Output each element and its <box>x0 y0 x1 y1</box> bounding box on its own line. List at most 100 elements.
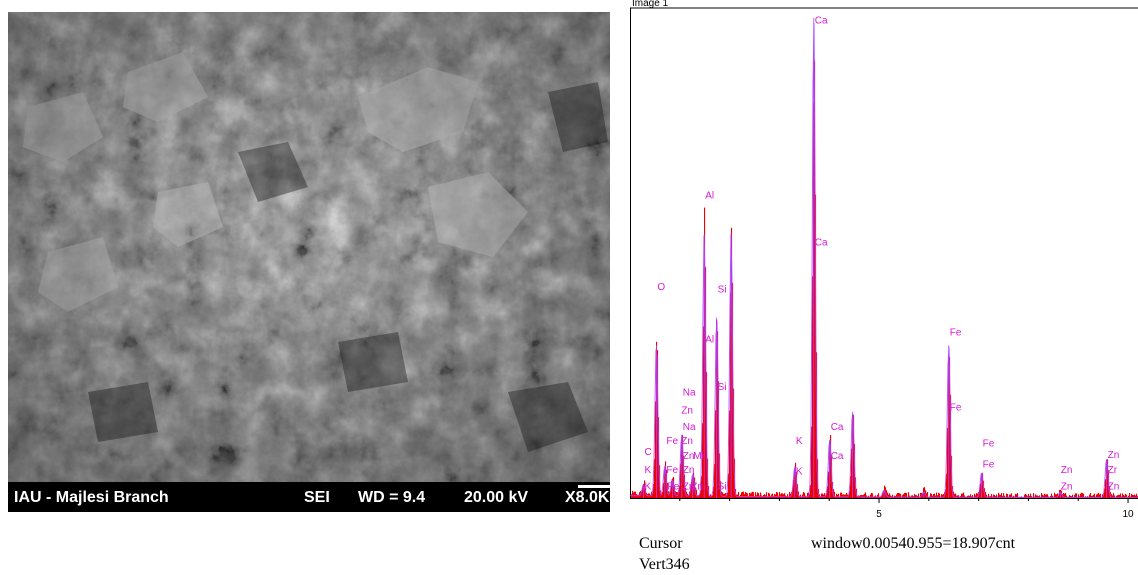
spectrum-bar <box>968 495 970 498</box>
spectrum-bar <box>1090 492 1092 498</box>
spectrum-bar <box>830 435 832 498</box>
element-label: Na <box>683 422 696 433</box>
spectrum-bar <box>826 493 828 498</box>
spectrum-bar <box>751 492 753 498</box>
spectrum-bar <box>717 331 719 498</box>
spectrum-bar <box>1076 493 1078 498</box>
spectrum-bar <box>881 496 883 498</box>
spectrum-bar <box>654 459 656 498</box>
spectrum-bar <box>729 410 731 498</box>
spectrum-bar <box>1045 494 1047 498</box>
spectrum-bar <box>934 493 936 498</box>
spectrum-bar <box>1069 494 1071 498</box>
element-label: Fe <box>667 482 679 493</box>
spectrum-bar <box>779 492 781 498</box>
spectrum-bar <box>1059 489 1061 498</box>
spectrum-bar <box>1036 495 1038 498</box>
spectrum-bar <box>1097 493 1099 498</box>
sem-kv-label: 20.00 kV <box>464 489 529 506</box>
spectrum-bar <box>1063 492 1065 498</box>
spectrum-bar <box>827 486 829 498</box>
spectrum-bar <box>933 494 935 498</box>
element-label: K <box>796 466 803 477</box>
spectrum-bar <box>1134 494 1136 498</box>
spectrum-bar <box>1056 494 1058 498</box>
element-label: Zn <box>683 465 695 476</box>
spectrum-bar <box>946 473 948 498</box>
spectrum-bar <box>738 491 740 498</box>
spectrum-bar <box>985 491 987 498</box>
spectrum-bar <box>712 495 714 498</box>
spectrum-bar <box>731 227 733 498</box>
spectrum-bar <box>1091 495 1093 498</box>
spectrum-bar <box>889 493 891 498</box>
element-label: C <box>644 447 651 458</box>
spectrum-bar <box>822 493 824 498</box>
spectrum-bar <box>741 492 743 498</box>
element-label: Zr <box>1108 465 1118 476</box>
spectrum-bar <box>920 492 922 498</box>
spectrum-bar <box>700 490 702 498</box>
spectrum-bar <box>947 427 949 498</box>
spectrum-bar <box>1041 493 1043 498</box>
spectrum-bar <box>1078 494 1080 498</box>
spectrum-bar <box>900 493 902 498</box>
spectrum-bar <box>961 493 963 498</box>
spectrum-bar <box>662 492 664 498</box>
spectrum-bar <box>802 494 804 498</box>
spectrum-bar <box>1111 494 1113 498</box>
spectrum-bar <box>964 495 966 498</box>
vertical-scale-readout: Vert346 <box>639 556 690 573</box>
spectrum-bar <box>746 492 748 498</box>
spectrum-bar <box>994 494 996 498</box>
spectrum-bar <box>942 494 944 498</box>
chart-title: Image 1 <box>632 0 669 9</box>
spectrum-bar <box>1064 493 1066 498</box>
spectrum-bar <box>1028 493 1030 498</box>
spectrum-bar <box>828 471 830 498</box>
spectrum-bar <box>853 415 855 498</box>
spectrum-bar <box>1010 494 1012 498</box>
spectrum-bar <box>864 493 866 498</box>
element-label: Zn <box>1061 482 1073 493</box>
x-tick-label: 5 <box>876 509 882 520</box>
spectrum-bar <box>730 292 732 498</box>
spectrum-bar <box>697 495 699 498</box>
spectrum-bar <box>897 492 899 498</box>
element-label: Si <box>718 382 727 393</box>
spectrum-bar <box>671 480 673 498</box>
spectrum-bar <box>1117 495 1119 498</box>
spectrum-bar <box>1131 493 1133 498</box>
spectrum-bar <box>975 495 977 498</box>
spectrum-bar <box>727 492 729 498</box>
spectrum-bar <box>963 492 965 498</box>
spectrum-bar <box>962 493 964 498</box>
spectrum-bar <box>635 491 637 498</box>
spectrum-bar <box>781 493 783 498</box>
spectrum-bar <box>693 472 695 498</box>
spectrum-bar <box>1123 494 1125 498</box>
spectrum-bar <box>669 492 671 498</box>
spectrum-bar <box>903 494 905 498</box>
spectrum-bar <box>1015 493 1017 498</box>
spectrum-bar <box>747 493 749 498</box>
spectrum-bar <box>823 494 825 498</box>
spectrum-bar <box>838 493 840 498</box>
spectrum-bar <box>726 495 728 498</box>
spectrum-bar <box>1122 493 1124 498</box>
spectrum-bar <box>1042 494 1044 498</box>
spectrum-bar <box>880 496 882 498</box>
spectrum-bar <box>845 494 847 498</box>
spectrum-bar <box>918 493 920 498</box>
spectrum-bar <box>1003 493 1005 498</box>
spectrum-bar <box>1065 492 1067 498</box>
spectrum-bar <box>941 494 943 498</box>
spectrum-bar <box>1107 459 1109 498</box>
element-label: Si <box>718 285 727 296</box>
spectrum-bar <box>782 493 784 498</box>
spectrum-bar <box>755 492 757 498</box>
x-tick-label: 10 <box>1122 509 1134 520</box>
spectrum-bar <box>1114 495 1116 498</box>
spectrum-bar <box>974 493 976 498</box>
spectrum-bar <box>914 494 916 498</box>
